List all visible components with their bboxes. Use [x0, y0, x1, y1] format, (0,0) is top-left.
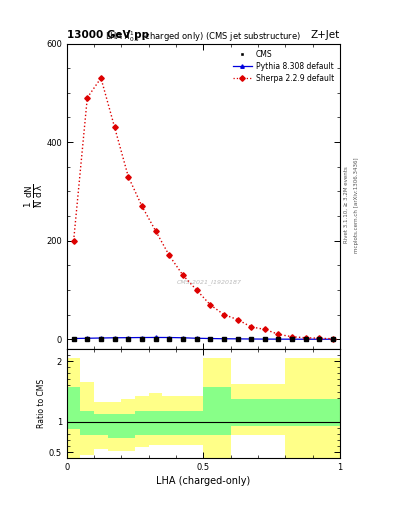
Bar [244, 385, 258, 435]
Text: 13000 GeV pp: 13000 GeV pp [67, 30, 149, 40]
Bar [162, 411, 176, 435]
Bar [149, 411, 162, 435]
Bar [135, 396, 149, 447]
Bar [313, 358, 326, 459]
Bar [313, 399, 326, 426]
Bar [81, 411, 94, 435]
Bar [272, 385, 285, 435]
Bar [81, 382, 94, 455]
Y-axis label: Ratio to CMS: Ratio to CMS [37, 379, 46, 428]
Bar [285, 399, 299, 426]
Bar [244, 399, 258, 426]
Bar [204, 387, 217, 435]
Text: Z+Jet: Z+Jet [311, 30, 340, 40]
Text: mcplots.cern.ch [arXiv:1306.3436]: mcplots.cern.ch [arXiv:1306.3436] [354, 157, 359, 252]
Bar [258, 399, 272, 426]
Bar [108, 414, 121, 438]
Text: Rivet 3.1.10, ≥ 3.2M events: Rivet 3.1.10, ≥ 3.2M events [344, 166, 349, 243]
Bar [176, 411, 190, 435]
Bar [258, 385, 272, 435]
Legend: CMS, Pythia 8.308 default, Sherpa 2.2.9 default: CMS, Pythia 8.308 default, Sherpa 2.2.9 … [230, 47, 336, 85]
Bar [326, 399, 340, 426]
Bar [272, 399, 285, 426]
Text: CMS-2021_I1920187: CMS-2021_I1920187 [176, 279, 241, 285]
Bar [217, 358, 231, 459]
Bar [67, 387, 81, 429]
Bar [94, 402, 108, 449]
Bar [108, 402, 121, 451]
X-axis label: LHA (charged-only): LHA (charged-only) [156, 476, 250, 486]
Bar [149, 393, 162, 445]
Bar [190, 411, 204, 435]
Bar [299, 399, 313, 426]
Bar [326, 358, 340, 459]
Bar [231, 399, 244, 426]
Bar [217, 387, 231, 435]
Bar [94, 414, 108, 435]
Y-axis label: $\frac{1}{\rm N}\,\frac{{\rm d}N}{{\rm d}\,\lambda}$: $\frac{1}{\rm N}\,\frac{{\rm d}N}{{\rm d… [23, 184, 45, 208]
Bar [67, 358, 81, 458]
Bar [121, 399, 135, 451]
Bar [231, 385, 244, 435]
Bar [299, 358, 313, 459]
Bar [162, 396, 176, 445]
Bar [204, 358, 217, 459]
Bar [190, 396, 204, 445]
Bar [121, 414, 135, 438]
Bar [176, 396, 190, 445]
Bar [135, 411, 149, 435]
Title: LHA $\lambda^1_{0.5}$ (charged only) (CMS jet substructure): LHA $\lambda^1_{0.5}$ (charged only) (CM… [105, 29, 301, 44]
Bar [285, 358, 299, 459]
